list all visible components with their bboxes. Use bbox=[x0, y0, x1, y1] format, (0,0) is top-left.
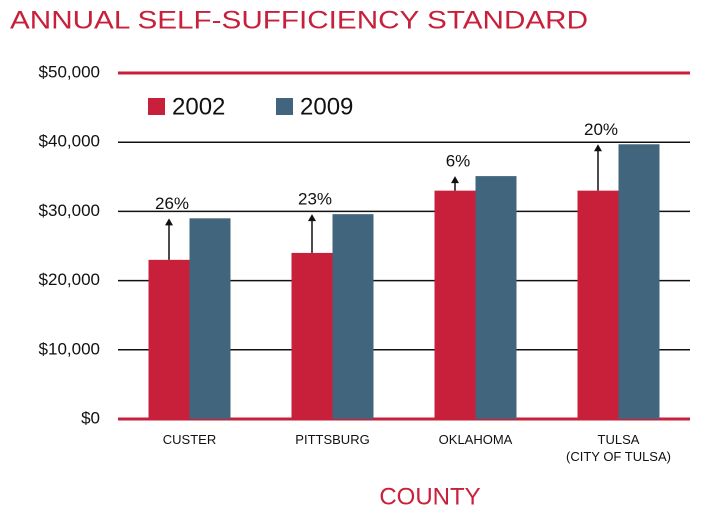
x-tick-label: CUSTER bbox=[162, 432, 217, 447]
arrow-head bbox=[594, 144, 602, 152]
bar bbox=[332, 214, 374, 419]
y-tick-label: $30,000 bbox=[39, 201, 100, 220]
annotation: 23% bbox=[298, 190, 332, 209]
legend-label: 2002 bbox=[172, 93, 225, 120]
bar bbox=[618, 144, 660, 419]
legend-swatch bbox=[148, 98, 165, 115]
annotation: 6% bbox=[446, 152, 471, 171]
x-axis-label: COUNTY bbox=[379, 483, 480, 510]
annotation: 26% bbox=[155, 194, 189, 213]
y-tick-label: $40,000 bbox=[39, 132, 100, 151]
bar bbox=[434, 190, 476, 419]
x-tick-label: PITTSBURG bbox=[295, 432, 370, 447]
bar bbox=[577, 190, 619, 419]
annotation: 20% bbox=[584, 120, 618, 139]
y-tick-label: $0 bbox=[81, 408, 100, 427]
y-tick-label: $10,000 bbox=[39, 339, 100, 358]
bar bbox=[475, 176, 517, 419]
legend-swatch bbox=[276, 98, 293, 115]
arrow-head bbox=[308, 214, 316, 222]
y-tick-label: $50,000 bbox=[39, 62, 100, 81]
bar bbox=[148, 259, 190, 419]
bar bbox=[291, 252, 333, 419]
bar bbox=[189, 218, 231, 419]
arrow-head bbox=[165, 218, 173, 226]
arrow-head bbox=[451, 176, 459, 184]
x-tick-label: OKLAHOMA bbox=[438, 432, 513, 447]
chart-title: ANNUAL SELF-SUFFICIENCY STANDARD bbox=[10, 7, 588, 35]
y-tick-label: $20,000 bbox=[39, 270, 100, 289]
legend-label: 2009 bbox=[300, 93, 353, 120]
x-tick-label: TULSA (CITY OF TULSA) bbox=[566, 432, 671, 464]
